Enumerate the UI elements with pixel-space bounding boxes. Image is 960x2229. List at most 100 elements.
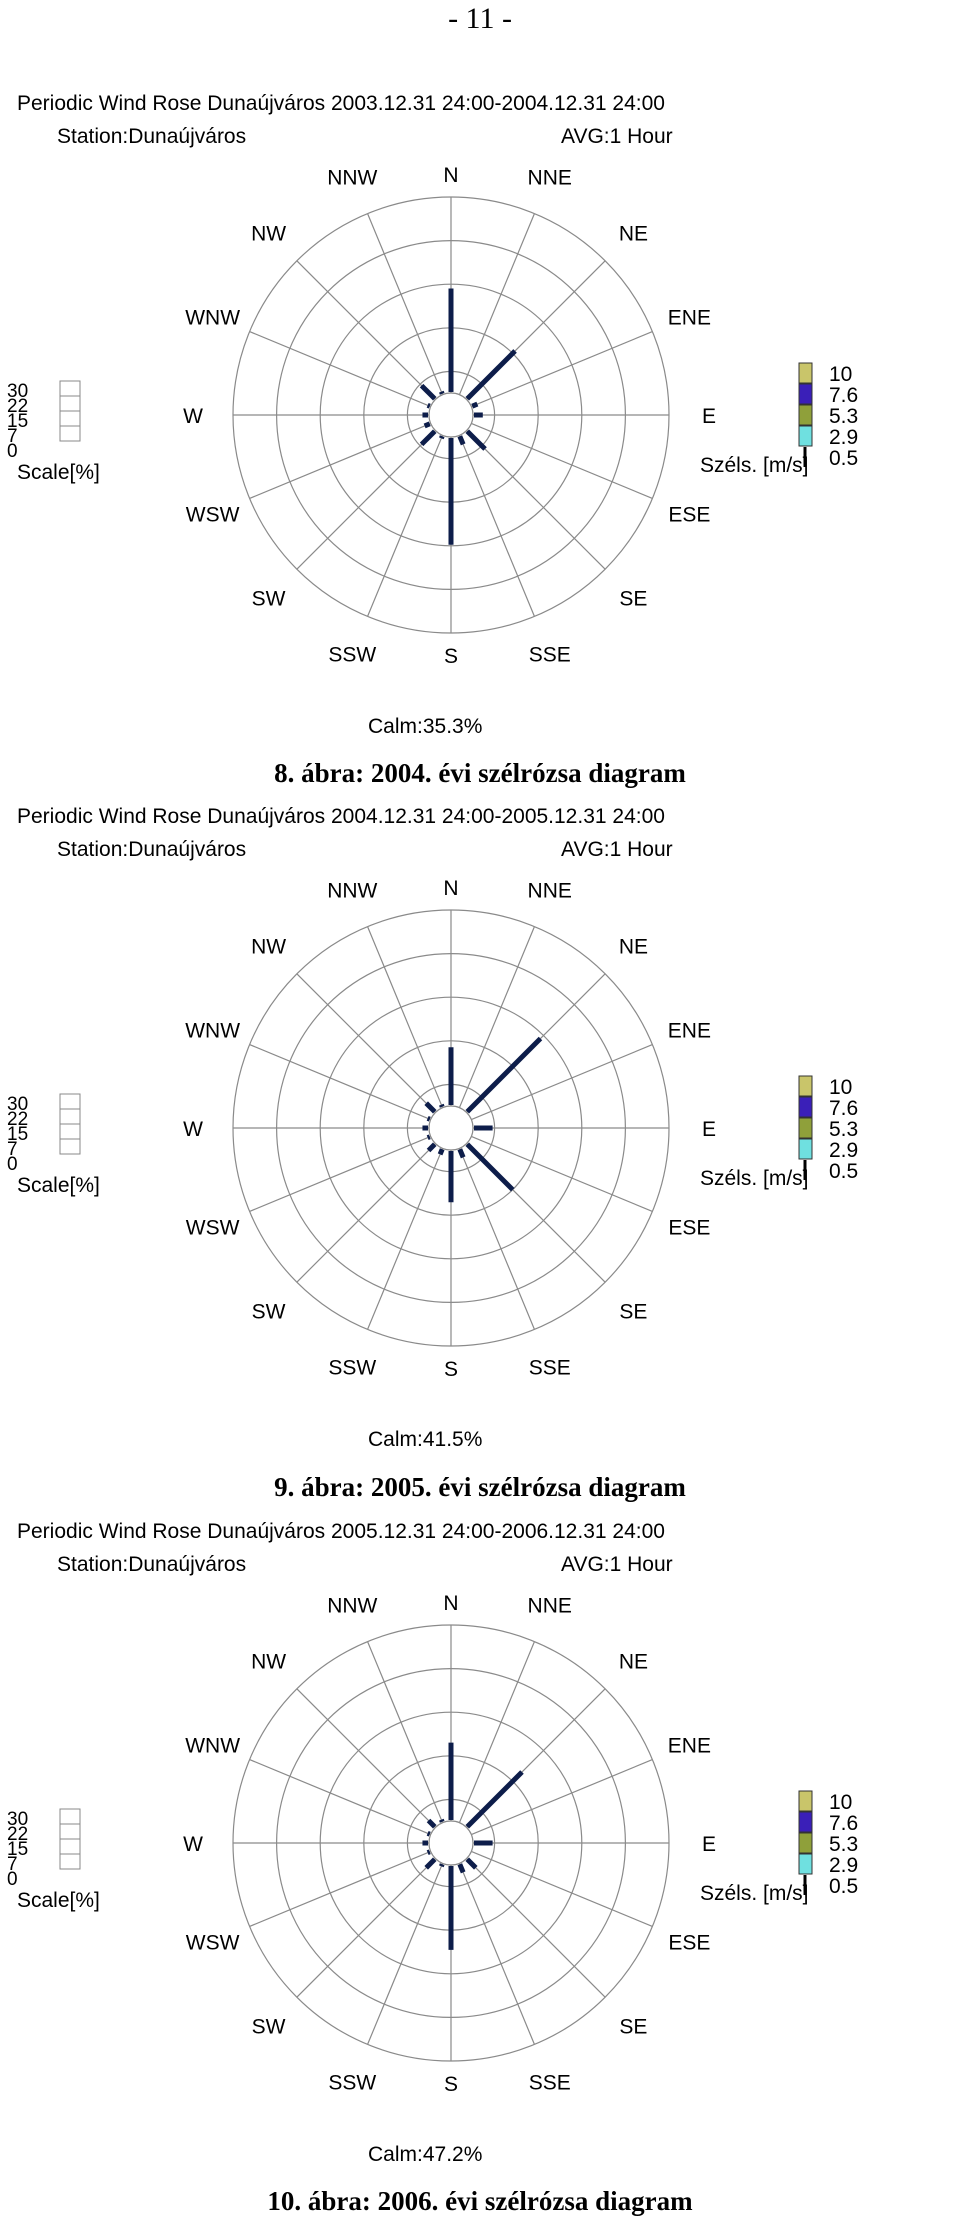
grid-spoke-se (466, 430, 606, 570)
speed-band-3 (798, 1853, 813, 1875)
scale-label: Scale[%] (17, 1174, 100, 1197)
speed-band-0 (798, 362, 813, 384)
grid-spoke-nne (458, 213, 535, 395)
speed-label: Széls. [m/s] (700, 1167, 809, 1190)
grid-spoke-ese (471, 1135, 653, 1212)
grid-spoke-ssw (367, 1148, 444, 1330)
wind-bar-wsw (423, 421, 431, 429)
scale-tick-22: 22 (7, 1109, 28, 1130)
speed-class-7.6: 7.6 (829, 384, 858, 407)
grid-spoke-ese (471, 1850, 653, 1927)
direction-label-e: E (702, 1833, 716, 1856)
direction-label-e: E (702, 405, 716, 428)
direction-label-nnw: NNW (327, 167, 377, 190)
station-label: Station:Dunaújváros (57, 125, 246, 148)
grid-spoke-ene (471, 331, 653, 408)
speed-label: Széls. [m/s] (700, 454, 809, 477)
wind-bar-se (465, 1857, 478, 1870)
wind-bar-ssw (437, 1148, 445, 1156)
wind-bar-ne (465, 1036, 543, 1114)
scale-box-3 (59, 425, 81, 442)
wind-bar-sw (419, 429, 437, 447)
calm-circle (428, 392, 474, 438)
grid-spoke-ese (471, 422, 653, 499)
grid-spoke-wsw (249, 1135, 431, 1212)
scale-box-1 (59, 1108, 81, 1125)
scale-box-3 (59, 1138, 81, 1155)
chart-title: Periodic Wind Rose Dunaújváros 2004.12.3… (17, 805, 665, 828)
wind-bar-ne (465, 349, 517, 401)
grid-spoke-nnw (367, 1641, 444, 1823)
chart-title: Periodic Wind Rose Dunaújváros 2003.12.3… (17, 92, 665, 115)
speed-class-5.3: 5.3 (829, 1118, 858, 1141)
wind-bar-wsw (426, 1134, 431, 1140)
grid-spoke-se (466, 1858, 606, 1998)
wind-bar-sw (426, 1142, 437, 1153)
figure-caption-2005: 9. ábra: 2005. évi szélrózsa diagram (274, 1472, 686, 1502)
scale-label: Scale[%] (17, 1889, 100, 1912)
wind-bar-ne (465, 1770, 524, 1829)
speed-band-3 (798, 1138, 813, 1160)
grid-spoke-sw (296, 1858, 436, 1998)
speed-class-7.6: 7.6 (829, 1812, 858, 1835)
direction-label-wsw: WSW (186, 1217, 240, 1240)
scale-tick-7: 7 (7, 1139, 18, 1160)
direction-label-ne: NE (619, 936, 648, 959)
direction-label-w: W (183, 1118, 203, 1141)
direction-label-s: S (444, 2073, 458, 2096)
direction-label-se: SE (619, 2015, 647, 2038)
scale-box-3 (59, 1853, 81, 1870)
grid-spoke-sse (458, 1863, 535, 2045)
calm-label: Calm:47.2% (368, 2143, 482, 2166)
grid-spoke-ssw (367, 435, 444, 617)
direction-label-ene: ENE (668, 1734, 711, 1757)
direction-label-nne: NNE (528, 880, 572, 903)
scale-tick-30: 30 (7, 381, 28, 402)
speed-band-0 (798, 1790, 813, 1812)
direction-label-sw: SW (252, 1300, 286, 1323)
speed-class-0.5: 0.5 (829, 447, 858, 470)
speed-band-2 (798, 1832, 813, 1854)
scale-box-2 (59, 1838, 81, 1855)
direction-label-nw: NW (251, 223, 286, 246)
direction-label-sse: SSE (529, 2071, 571, 2094)
wind-bar-wnw (426, 403, 431, 409)
speed-class-10: 10 (829, 1076, 852, 1099)
direction-label-nne: NNE (528, 167, 572, 190)
grid-spoke-wnw (249, 331, 431, 408)
grid-spoke-wsw (249, 1850, 431, 1927)
direction-label-wsw: WSW (186, 1932, 240, 1955)
station-label: Station:Dunaújváros (57, 838, 246, 861)
wind-bar-sw (424, 1857, 437, 1870)
wind-bar-nw (426, 1818, 437, 1829)
direction-label-ene: ENE (668, 1019, 711, 1042)
scale-box-0 (59, 380, 81, 397)
calm-label: Calm:35.3% (368, 715, 482, 738)
speed-class-10: 10 (829, 1791, 852, 1814)
scale-tick-7: 7 (7, 1854, 18, 1875)
scale-box-0 (59, 1093, 81, 1110)
wind-bar-nw (424, 1101, 437, 1114)
speed-class-7.6: 7.6 (829, 1097, 858, 1120)
calm-circle (428, 1105, 474, 1151)
grid-spoke-nne (458, 1641, 535, 1823)
grid-spoke-sw (296, 430, 436, 570)
wind-rose-figure-2005: Periodic Wind Rose Dunaújváros 2004.12.3… (0, 788, 960, 1488)
scale-tick-15: 15 (7, 1124, 28, 1145)
direction-label-sw: SW (252, 2015, 286, 2038)
calm-label: Calm:41.5% (368, 1428, 482, 1451)
direction-label-ene: ENE (668, 306, 711, 329)
direction-label-nw: NW (251, 1651, 286, 1674)
grid-spoke-ssw (367, 1863, 444, 2045)
direction-label-ssw: SSW (328, 2071, 376, 2094)
direction-label-se: SE (619, 1300, 647, 1323)
direction-label-ese: ESE (668, 504, 710, 527)
grid-spoke-wnw (249, 1759, 431, 1836)
calm-circle (428, 1820, 474, 1866)
grid-spoke-ene (471, 1759, 653, 1836)
scale-box-0 (59, 1808, 81, 1825)
speed-class-2.9: 2.9 (829, 1854, 858, 1877)
scale-tick-0: 0 (7, 1154, 18, 1175)
direction-label-ese: ESE (668, 1932, 710, 1955)
grid-spoke-wnw (249, 1044, 431, 1121)
